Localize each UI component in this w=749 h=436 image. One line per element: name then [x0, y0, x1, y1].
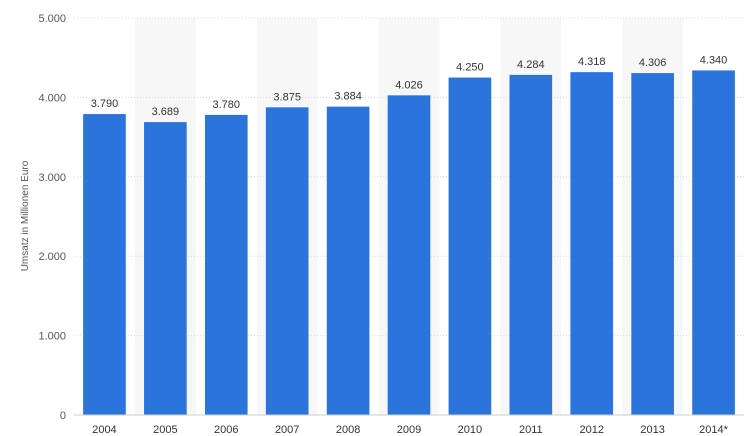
y-axis-title: Umsatz in Millionen Euro — [20, 160, 31, 271]
x-tick-label: 2011 — [519, 424, 543, 436]
bars — [83, 70, 735, 416]
data-label: 3.884 — [334, 91, 362, 103]
x-tick-label: 2013 — [640, 424, 664, 436]
data-label: 4.250 — [456, 62, 484, 74]
data-label: 4.306 — [639, 57, 667, 69]
bar[interactable] — [83, 114, 126, 415]
y-axis: 0 1.000 2.000 3.000 4.000 5.000 — [38, 13, 66, 422]
y-tick-label: 3.000 — [38, 172, 66, 184]
data-label: 4.340 — [700, 54, 728, 66]
x-tick-label: 2008 — [336, 424, 360, 436]
bar[interactable] — [631, 73, 674, 415]
x-axis: 2004 2005 2006 2007 2008 2009 2010 2011 2012 2013… — [74, 414, 744, 436]
y-tick-label: 0 — [60, 410, 66, 422]
x-tick-label: 2009 — [397, 424, 421, 436]
data-label: 3.875 — [273, 91, 301, 103]
y-tick-label: 5.000 — [38, 13, 66, 25]
data-labels: 3.790 3.689 3.780 3.875 3.884 4.026 4.250 4.284… — [91, 54, 728, 118]
x-tick-label: 2005 — [153, 424, 177, 436]
bar[interactable] — [326, 106, 370, 415]
y-tick-label: 1.000 — [38, 331, 66, 343]
x-tick-label: 2012 — [579, 424, 603, 436]
data-label: 4.318 — [578, 56, 606, 68]
bar[interactable] — [570, 72, 614, 415]
bar[interactable] — [509, 74, 553, 415]
bar[interactable] — [144, 122, 187, 416]
bar[interactable] — [265, 107, 309, 415]
data-label: 4.026 — [395, 79, 423, 91]
x-tick-label: 2004 — [92, 424, 116, 436]
bar[interactable] — [448, 77, 492, 416]
x-tick-label: 2010 — [458, 424, 482, 436]
x-tick-label: 2006 — [214, 424, 238, 436]
data-label: 3.790 — [91, 98, 119, 110]
data-label: 3.689 — [152, 106, 180, 118]
bar[interactable] — [692, 70, 735, 416]
data-label: 4.284 — [517, 59, 545, 71]
y-tick-label: 2.000 — [38, 251, 66, 263]
x-tick-label: 2014* — [699, 424, 728, 436]
bar[interactable] — [387, 95, 431, 415]
x-tick-label: 2007 — [275, 424, 299, 436]
data-label: 3.780 — [213, 99, 241, 111]
y-tick-label: 4.000 — [38, 92, 66, 104]
bar[interactable] — [204, 114, 248, 416]
